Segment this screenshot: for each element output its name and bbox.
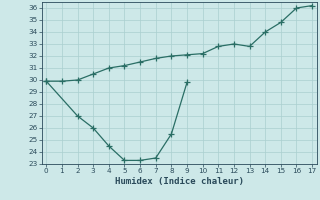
X-axis label: Humidex (Indice chaleur): Humidex (Indice chaleur) xyxy=(115,177,244,186)
